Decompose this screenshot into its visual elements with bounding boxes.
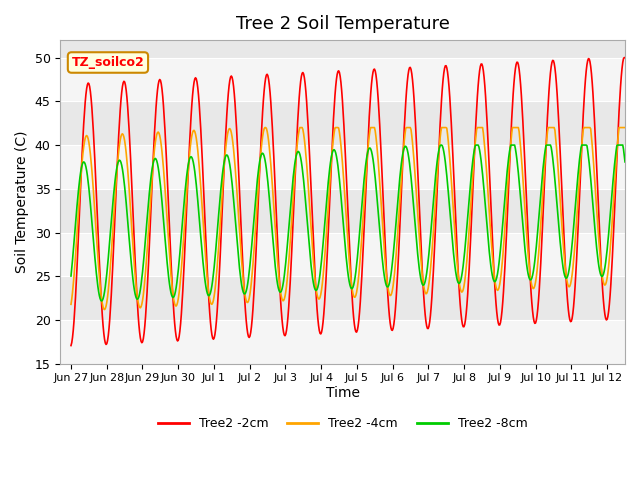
Bar — [60, 145, 625, 189]
Text: TZ_soilco2: TZ_soilco2 — [72, 56, 145, 69]
Title: Tree 2 Soil Temperature: Tree 2 Soil Temperature — [236, 15, 449, 33]
X-axis label: Time: Time — [326, 386, 360, 400]
Y-axis label: Soil Temperature (C): Soil Temperature (C) — [15, 131, 29, 273]
Bar — [60, 58, 625, 101]
Bar — [60, 232, 625, 276]
Legend: Tree2 -2cm, Tree2 -4cm, Tree2 -8cm: Tree2 -2cm, Tree2 -4cm, Tree2 -8cm — [152, 412, 532, 435]
Bar — [60, 320, 625, 364]
